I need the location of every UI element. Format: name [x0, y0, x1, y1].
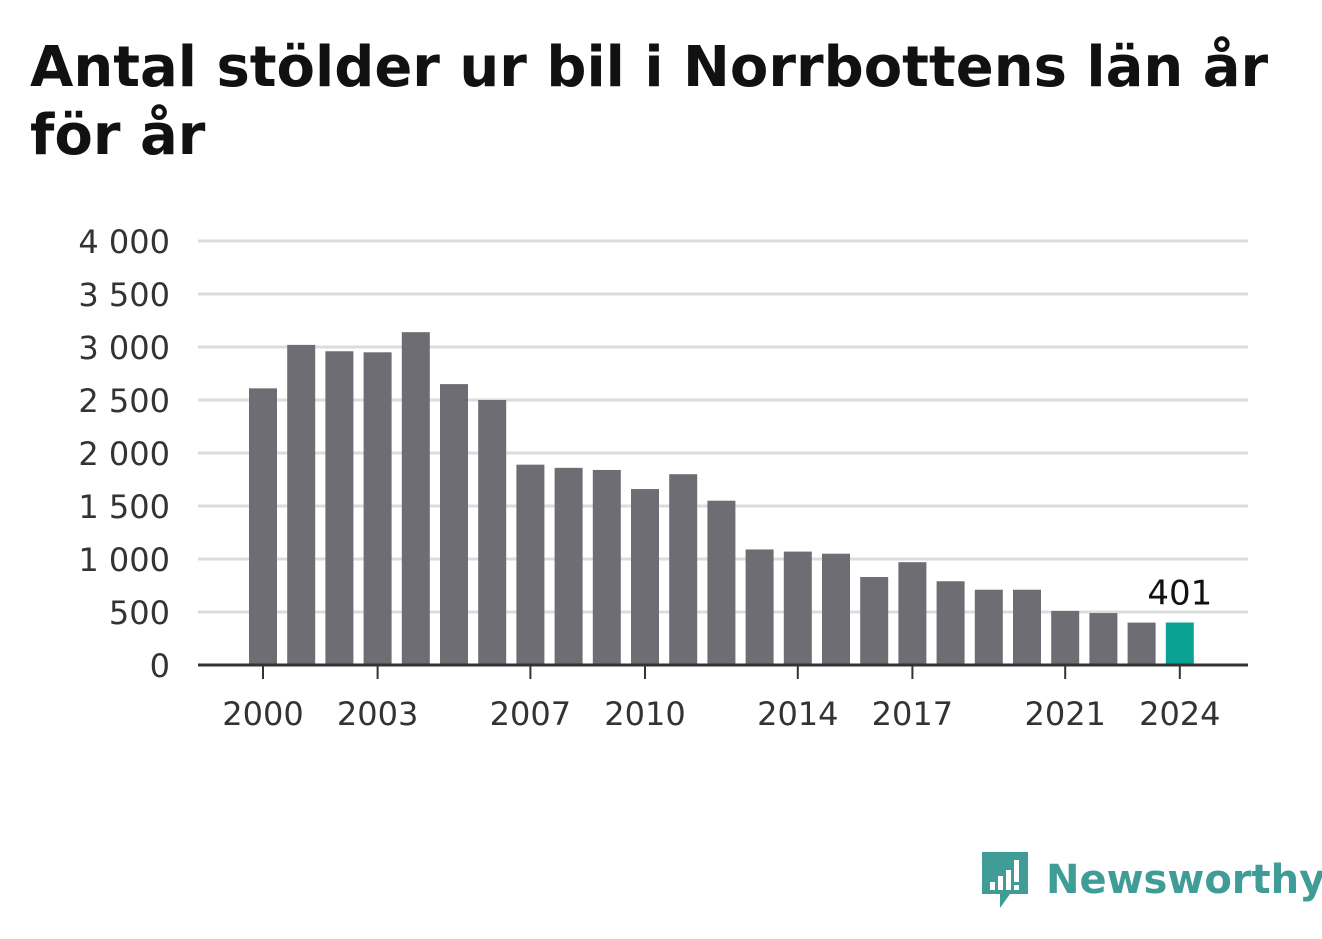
- bar-2013: [745, 549, 774, 665]
- brand: Newsworthy: [980, 850, 1322, 910]
- newsworthy-logo-icon: [982, 852, 1028, 908]
- bar-2008: [554, 467, 583, 665]
- bar-2021: [1051, 610, 1080, 665]
- bar-2017: [898, 562, 927, 665]
- y-tick-label: 4 000: [78, 223, 170, 261]
- x-tick-label: 2000: [222, 695, 303, 733]
- y-tick-label: 500: [109, 594, 170, 632]
- x-tick-label: 2003: [337, 695, 418, 733]
- x-tick-label: 2017: [872, 695, 953, 733]
- bar-2020: [1013, 589, 1041, 665]
- x-tick-label: 2007: [490, 695, 571, 733]
- bar-2006: [478, 400, 507, 665]
- bar-2016: [860, 577, 889, 665]
- bar-2004: [401, 332, 430, 665]
- y-tick-label: 2 000: [78, 435, 170, 473]
- bar-2022: [1089, 613, 1118, 665]
- bar-2023: [1127, 622, 1156, 665]
- bar-2010: [631, 489, 659, 665]
- bar-2007: [516, 464, 545, 665]
- y-tick-label: 1 000: [78, 541, 170, 579]
- x-tick-label: 2021: [1024, 695, 1105, 733]
- y-axis-ticks: 0 500 1 000 1 500 2 000 2 500 3 000 3 500 4 000: [78, 223, 170, 685]
- bar-2001: [287, 344, 316, 665]
- bar-2002: [325, 351, 354, 665]
- bar-2003: [363, 352, 392, 665]
- x-tick-label: 2024: [1139, 695, 1220, 733]
- brand-name: Newsworthy: [1046, 857, 1322, 903]
- bar-2018: [936, 581, 965, 665]
- y-tick-label: 3 500: [78, 276, 170, 314]
- x-tick-label: 2010: [604, 695, 685, 733]
- bar-2015: [822, 553, 850, 665]
- bar-2000: [249, 388, 277, 665]
- bars: [249, 332, 1194, 665]
- x-tick-label: 2014: [757, 695, 838, 733]
- bar-2019: [974, 589, 1003, 665]
- x-axis-ticks: 2000 2003 2007 2010 2014 2017 2021 2024: [222, 665, 1221, 733]
- bar-2024: [1165, 622, 1194, 665]
- data-label-latest: 401: [1147, 573, 1212, 613]
- bar-2005: [440, 384, 468, 665]
- chart-title: Antal stölder ur bil i Norrbottens län å…: [30, 35, 1269, 168]
- bar-2011: [669, 474, 698, 665]
- bar-2009: [592, 469, 621, 665]
- bar-2012: [707, 500, 736, 665]
- y-tick-label: 3 000: [78, 329, 170, 367]
- y-tick-label: 2 500: [78, 382, 170, 420]
- y-tick-label: 0: [150, 647, 170, 685]
- bar-2014: [783, 551, 812, 665]
- y-tick-label: 1 500: [78, 488, 170, 526]
